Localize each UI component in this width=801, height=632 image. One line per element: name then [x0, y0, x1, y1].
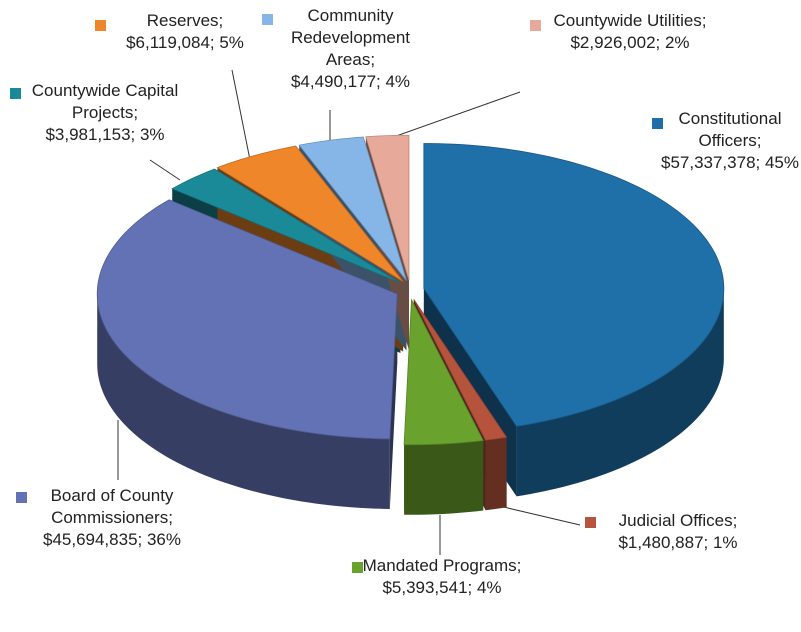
leader-line [149, 159, 181, 181]
slice [216, 145, 404, 282]
slice-label: Community Redevelopment Areas; $4,490,177… [268, 5, 433, 93]
leader-line [494, 504, 581, 526]
slice-side [97, 293, 390, 509]
legend-marker [530, 20, 541, 31]
slice-label: Judicial Offices; $1,480,887; 1% [598, 510, 758, 554]
slice [423, 143, 725, 427]
slice [403, 298, 484, 446]
category-label: Reserves; [146, 11, 224, 30]
slice-label: Countywide Capital Projects; $3,981,153; … [20, 80, 190, 146]
category-label: Judicial Offices; [618, 511, 738, 530]
slice [96, 199, 398, 440]
slice-side [516, 288, 724, 497]
category-label: Constitutional Officers; [678, 109, 782, 150]
category-label: Board of County Commissioners; [50, 486, 174, 527]
slice [365, 134, 410, 281]
slice [413, 299, 508, 441]
slice-side [485, 437, 507, 511]
value-label: $5,393,541; 4% [382, 578, 502, 597]
category-label: Countywide Utilities; [553, 11, 707, 30]
value-label: $45,694,835; 36% [42, 530, 181, 549]
slice [171, 168, 401, 284]
slice-label: Mandated Programs; $5,393,541; 4% [362, 555, 522, 599]
legend-marker [262, 14, 273, 25]
slice [298, 136, 407, 281]
legend-marker [352, 562, 363, 573]
slice-side [404, 440, 484, 515]
leader-line [384, 91, 521, 141]
leader-lines [117, 69, 581, 555]
leader-line [231, 69, 251, 161]
legend-marker [95, 20, 106, 31]
value-label: $3,981,153; 3% [45, 125, 165, 144]
legend-marker [652, 118, 663, 129]
value-label: $4,490,177; 4% [290, 72, 411, 91]
slice-label: Reserves; $6,119,084; 5% [110, 10, 260, 54]
value-label: $1,480,887; 1% [618, 533, 738, 552]
slice-label: Countywide Utilities; $2,926,002; 2% [545, 10, 715, 54]
legend-marker [585, 517, 596, 528]
category-label: Mandated Programs; [362, 556, 522, 575]
pie [96, 134, 725, 515]
legend-marker [10, 88, 21, 99]
slice-label: Board of County Commissioners; $45,694,83… [22, 485, 202, 551]
slice-label: Constitutional Officers; $57,337,378; 45% [660, 108, 800, 174]
value-label: $6,119,084; 5% [126, 33, 244, 52]
category-label: Community Redevelopment Areas; [290, 6, 411, 69]
value-label: $57,337,378; 45% [660, 153, 799, 172]
category-label: Countywide Capital Projects; [31, 81, 179, 122]
value-label: $2,926,002; 2% [570, 33, 690, 52]
legend-marker [16, 492, 27, 503]
